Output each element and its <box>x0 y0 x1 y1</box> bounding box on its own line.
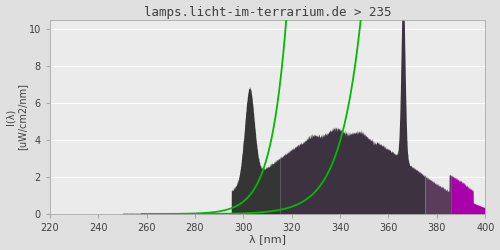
X-axis label: λ [nm]: λ [nm] <box>249 234 286 244</box>
Y-axis label: I(λ)
[uW/cm2/nm]: I(λ) [uW/cm2/nm] <box>6 84 27 150</box>
Title: lamps.licht-im-terrarium.de > 235: lamps.licht-im-terrarium.de > 235 <box>144 6 392 18</box>
